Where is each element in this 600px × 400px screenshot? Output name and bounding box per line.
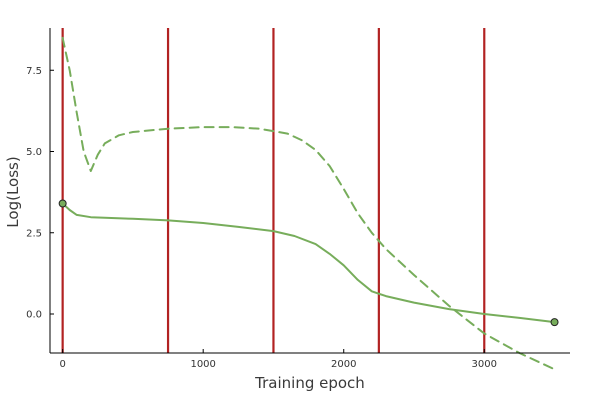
y-tick-label: 2.5 [26, 228, 42, 239]
series-line-solid [61, 202, 556, 324]
endpoint-markers [58, 199, 559, 327]
series-layer [61, 36, 556, 371]
x-tick-label: 1000 [190, 359, 215, 370]
x-tick-label: 2000 [331, 359, 356, 370]
x-ticks: 0 1000 2000 3000 [59, 349, 497, 370]
x-tick-label: 0 [59, 359, 65, 370]
endpoint-marker-1 [550, 318, 559, 327]
x-tick-label: 3000 [472, 359, 497, 370]
x-axis-label: Training epoch [254, 374, 365, 392]
endpoint-marker-0 [58, 199, 67, 208]
axes [49, 28, 570, 354]
vertical-lines [61, 28, 486, 353]
y-tick-label: 7.5 [26, 66, 42, 77]
y-tick-label: 0.0 [26, 310, 42, 321]
y-tick-label: 5.0 [26, 147, 42, 158]
series-line-dashed [61, 36, 556, 371]
y-axis-label: Log(Loss) [4, 156, 22, 227]
y-ticks: 0.0 2.5 5.0 7.5 [26, 66, 54, 321]
